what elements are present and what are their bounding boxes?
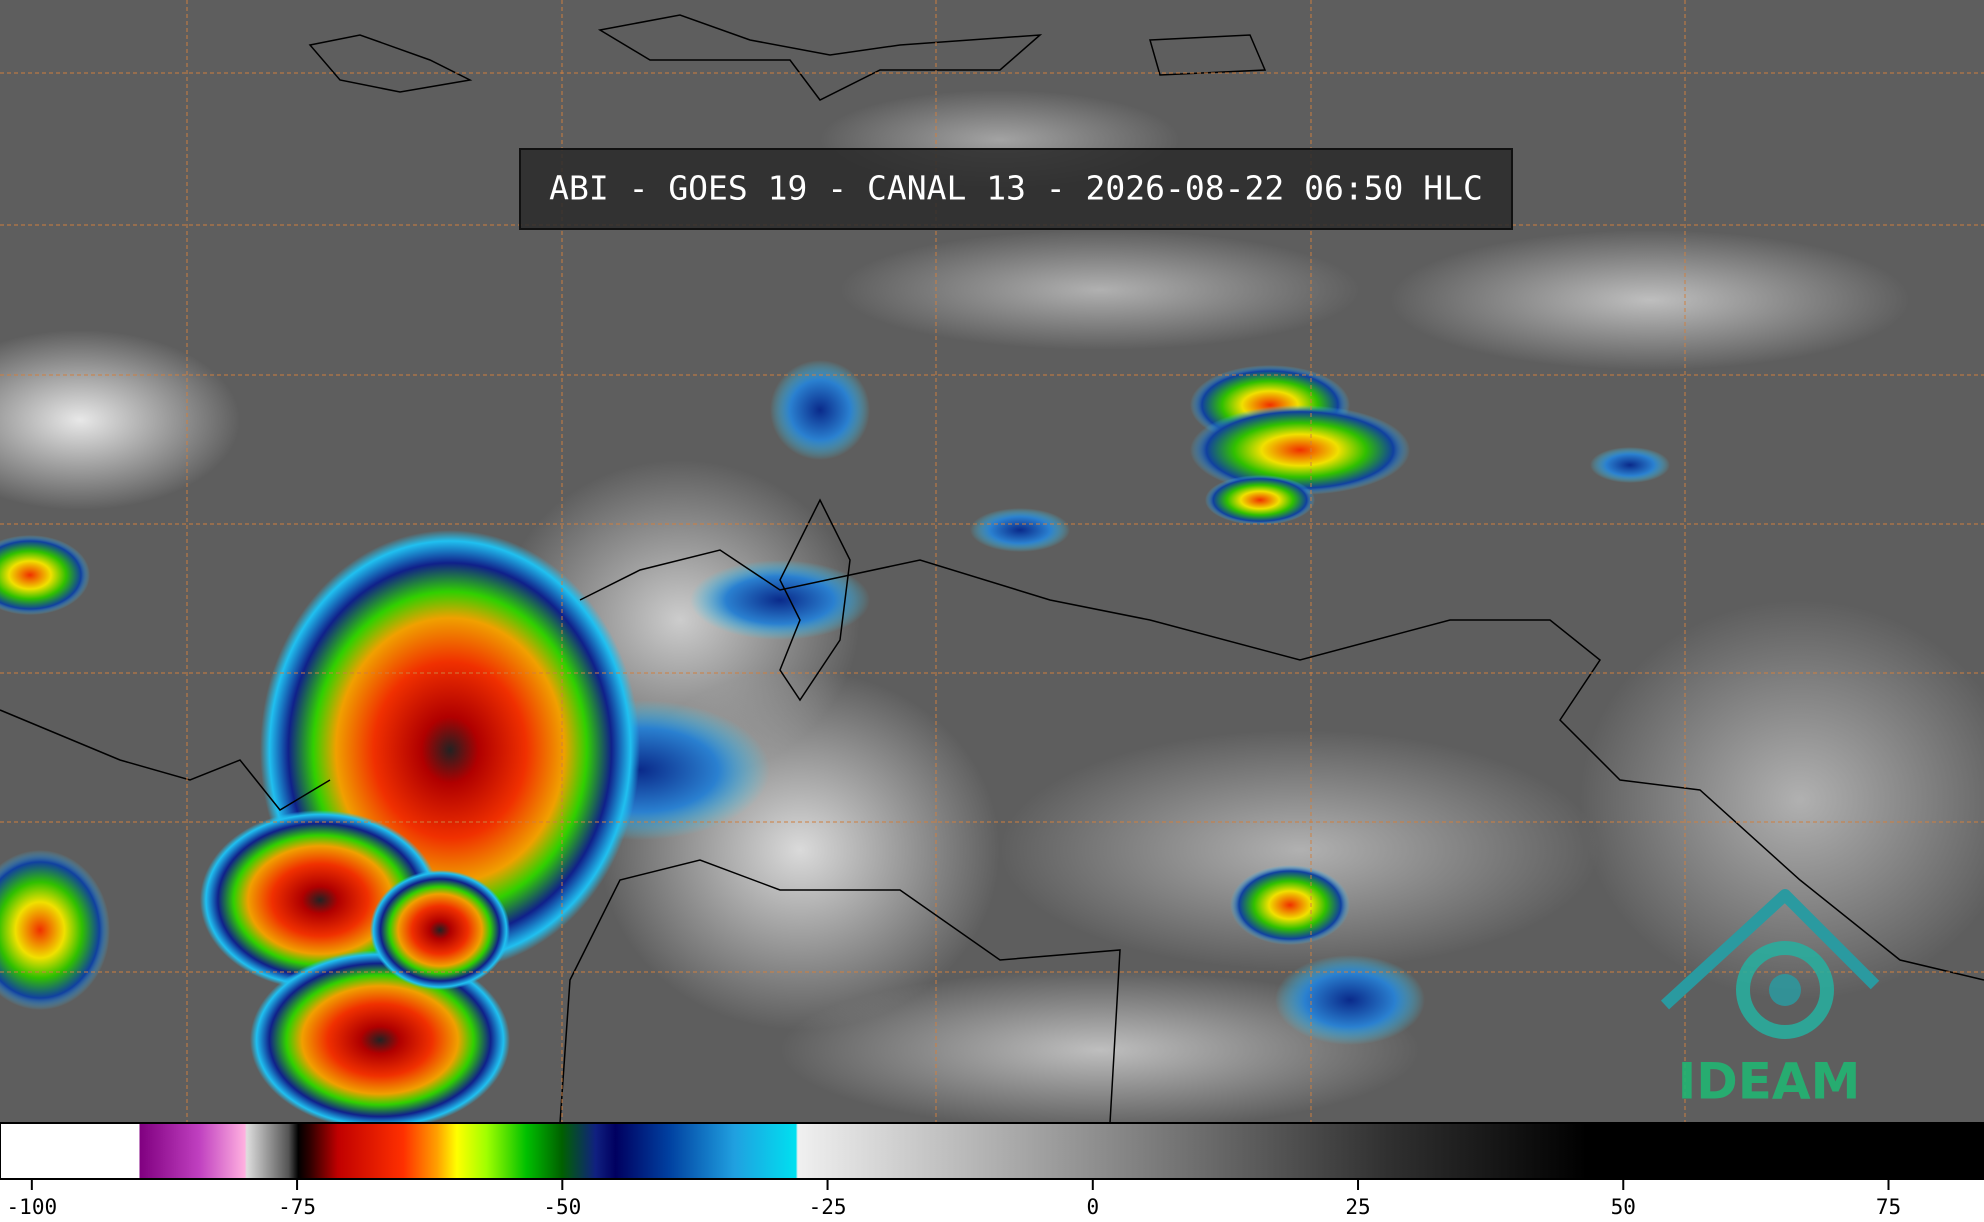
colorbar-tick-label: 0 <box>1086 1195 1099 1219</box>
colorbar-tick-label: -25 <box>809 1195 847 1219</box>
colorbar-tick-label: -100 <box>7 1195 58 1219</box>
colorbar-tick-label: 50 <box>1611 1195 1636 1219</box>
colorbar-tick-label: 75 <box>1876 1195 1901 1219</box>
colorbar-tick-label: 25 <box>1345 1195 1370 1219</box>
coastlines <box>0 14 1984 1124</box>
colorbar-tick-label: -50 <box>543 1195 581 1219</box>
convection <box>0 360 1670 1130</box>
colorbar-frame <box>0 1122 1984 1180</box>
logo: IDEAM <box>1660 889 1880 1111</box>
colorbar-tick-label: -75 <box>278 1195 316 1219</box>
logo-text: IDEAM <box>1678 1053 1861 1111</box>
colorbar <box>1 1124 1983 1178</box>
graticule <box>0 0 1984 1123</box>
title: ABI - GOES 19 - CANAL 13 - 2026-08-22 06… <box>549 169 1483 208</box>
title-box: ABI - GOES 19 - CANAL 13 - 2026-08-22 06… <box>519 148 1513 230</box>
